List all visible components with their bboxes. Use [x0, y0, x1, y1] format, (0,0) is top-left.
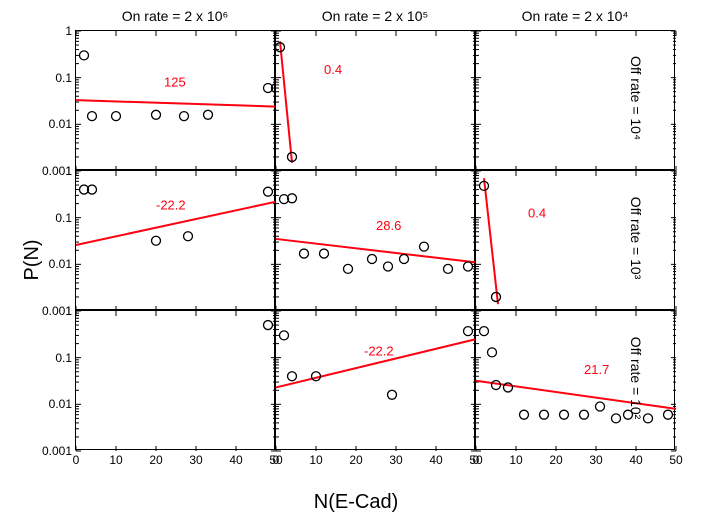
row-title: Off rate = 10⁴ — [628, 28, 644, 168]
fit-label: -22.2 — [364, 344, 394, 359]
subplot-r0-c0: 0.0010.010.11125 — [75, 30, 275, 170]
data-point — [264, 321, 273, 330]
data-point — [388, 390, 397, 399]
data-point — [488, 348, 497, 357]
subplot-r0-c2 — [475, 30, 675, 170]
fit-label: 0.4 — [324, 62, 342, 77]
ytick-label: 0.1 — [38, 71, 72, 85]
fit-label: -22.2 — [156, 197, 186, 212]
ytick-label: 1 — [38, 24, 72, 38]
data-point — [152, 236, 161, 245]
data-point — [344, 264, 353, 273]
subplot-r2-c2: 0102030405021.7 — [475, 310, 675, 450]
ytick-label: 0.01 — [38, 397, 72, 411]
xtick-label: 0 — [64, 453, 88, 467]
data-point — [644, 414, 653, 423]
fit-line — [280, 41, 292, 162]
subplot-r1-c0: 0.0010.010.11-22.2 — [75, 170, 275, 310]
column-title: On rate = 2 x 10⁴ — [475, 8, 675, 24]
data-point — [204, 110, 213, 119]
data-point — [384, 262, 393, 271]
subplot-r2-c1: 01020304050-22.2 — [275, 310, 475, 450]
subplot-r0-c1: 0.4 — [275, 30, 475, 170]
data-point — [400, 255, 409, 264]
subplot-r2-c0: 0.0010.010.1101020304050 — [75, 310, 275, 450]
ytick-label: 0.01 — [38, 257, 72, 271]
xtick-label: 40 — [624, 453, 648, 467]
xtick-label: 40 — [224, 453, 248, 467]
data-point — [152, 110, 161, 119]
fit-line — [476, 381, 676, 409]
fit-label: 28.6 — [376, 218, 401, 233]
xtick-label: 30 — [184, 453, 208, 467]
xtick-label: 20 — [344, 453, 368, 467]
plot-svg — [76, 311, 274, 449]
data-point — [180, 112, 189, 121]
ytick-label: 1 — [38, 304, 72, 318]
data-point — [464, 262, 473, 271]
data-point — [280, 331, 289, 340]
plot-svg: 0.4 — [476, 171, 674, 309]
xtick-label: 40 — [424, 453, 448, 467]
xtick-label: 10 — [304, 453, 328, 467]
data-point — [480, 327, 489, 336]
fit-line — [484, 178, 498, 304]
data-point — [664, 410, 673, 419]
xtick-label: 20 — [544, 453, 568, 467]
plot-svg: 28.6 — [276, 171, 474, 309]
data-point — [464, 327, 473, 336]
xtick-label: 50 — [664, 453, 688, 467]
subplot-r1-c2: 0.4 — [475, 170, 675, 310]
data-point — [264, 187, 273, 196]
data-point — [80, 51, 89, 60]
data-point — [288, 372, 297, 381]
ytick-label: 0.1 — [38, 351, 72, 365]
data-point — [560, 410, 569, 419]
column-title: On rate = 2 x 10⁶ — [75, 8, 275, 24]
data-point — [540, 410, 549, 419]
data-point — [300, 249, 309, 258]
x-axis-label: N(E-Cad) — [314, 491, 398, 514]
xtick-label: 10 — [104, 453, 128, 467]
row-title: Off rate = 10² — [628, 308, 644, 448]
plot-svg: 0.4 — [276, 31, 474, 169]
data-point — [520, 410, 529, 419]
ytick-label: 1 — [38, 164, 72, 178]
fit-label: 0.4 — [528, 206, 546, 221]
data-point — [112, 112, 121, 121]
subplot-r1-c1: 28.6 — [275, 170, 475, 310]
plot-svg — [476, 31, 674, 169]
data-point — [320, 249, 329, 258]
data-point — [184, 232, 193, 241]
xtick-label: 10 — [504, 453, 528, 467]
data-point — [580, 410, 589, 419]
ytick-label: 0.1 — [38, 211, 72, 225]
plot-svg: -22.2 — [76, 171, 274, 309]
data-point — [88, 112, 97, 121]
xtick-label: 0 — [464, 453, 488, 467]
fit-line — [76, 100, 276, 106]
column-title: On rate = 2 x 10⁵ — [275, 8, 475, 24]
panel-grid: 0.0010.010.11125 0.4 0.0010.010.11-22.2 28.… — [75, 30, 675, 450]
data-point — [612, 414, 621, 423]
xtick-label: 30 — [584, 453, 608, 467]
row-title: Off rate = 10³ — [628, 168, 644, 308]
plot-svg: 125 — [76, 31, 274, 169]
fit-label: 125 — [164, 74, 186, 89]
ytick-label: 0.01 — [38, 117, 72, 131]
plot-svg: 21.7 — [476, 311, 674, 449]
plot-svg: -22.2 — [276, 311, 474, 449]
figure: P(N) N(E-Cad) 0.0010.010.111250.40.0010.… — [0, 0, 712, 520]
xtick-label: 20 — [144, 453, 168, 467]
xtick-label: 30 — [384, 453, 408, 467]
data-point — [420, 242, 429, 251]
fit-label: 21.7 — [584, 362, 609, 377]
xtick-label: 0 — [264, 453, 288, 467]
data-point — [368, 255, 377, 264]
data-point — [444, 264, 453, 273]
data-point — [596, 402, 605, 411]
